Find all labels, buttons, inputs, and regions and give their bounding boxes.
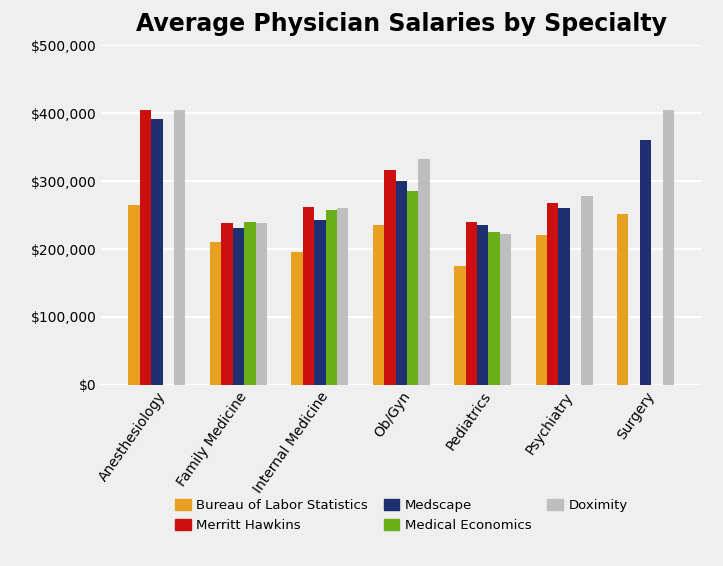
Bar (536, 235, 547, 385)
Bar (489, 232, 500, 385)
Bar (337, 208, 348, 385)
Bar (325, 209, 337, 385)
Bar (466, 222, 477, 385)
Bar (140, 110, 151, 385)
Bar (314, 220, 325, 385)
Title: Average Physician Salaries by Specialty: Average Physician Salaries by Specialty (136, 12, 667, 36)
Bar (384, 170, 395, 385)
Bar (547, 203, 558, 385)
Bar (558, 208, 570, 385)
Legend: Bureau of Labor Statistics, Merritt Hawkins, Medscape, Medical Economics, Doximi: Bureau of Labor Statistics, Merritt Hawk… (170, 494, 633, 537)
Bar (244, 222, 255, 385)
Bar (221, 222, 233, 385)
Bar (129, 205, 140, 385)
Bar (303, 207, 314, 385)
Bar (233, 228, 244, 385)
Bar (291, 252, 303, 385)
Bar (500, 234, 511, 385)
Bar (407, 191, 419, 385)
Bar (617, 214, 628, 385)
Bar (210, 242, 221, 385)
Bar (581, 196, 593, 385)
Bar (373, 225, 384, 385)
Bar (454, 266, 466, 385)
Bar (419, 160, 429, 385)
Bar (663, 110, 674, 385)
Bar (151, 119, 163, 385)
Bar (255, 222, 267, 385)
Bar (395, 181, 407, 385)
Bar (477, 225, 489, 385)
Bar (640, 140, 651, 385)
Bar (174, 110, 186, 385)
